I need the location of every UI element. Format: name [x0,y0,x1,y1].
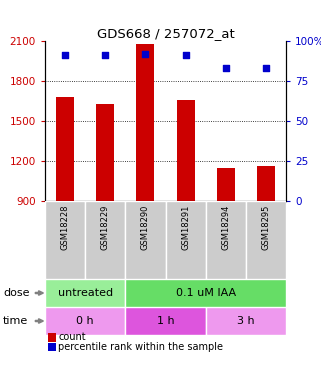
Bar [45,201,85,279]
Bar [136,44,154,201]
Bar [85,201,125,279]
Title: GDS668 / 257072_at: GDS668 / 257072_at [97,27,234,40]
Bar [166,201,206,279]
Text: 0.1 uM IAA: 0.1 uM IAA [176,288,236,298]
Text: 1 h: 1 h [157,316,174,326]
Text: GSM18291: GSM18291 [181,205,190,250]
Point [63,53,68,58]
Bar [125,279,286,307]
Point [183,53,188,58]
Point [263,65,268,71]
Text: GSM18228: GSM18228 [61,205,70,251]
Text: time: time [3,316,29,326]
Text: 3 h: 3 h [237,316,255,326]
Point [143,51,148,57]
Bar [257,166,275,201]
Text: GSM18294: GSM18294 [221,205,230,250]
Bar [177,100,195,201]
Bar [45,307,125,335]
Text: untreated: untreated [57,288,113,298]
Point [103,53,108,58]
Text: percentile rank within the sample: percentile rank within the sample [58,342,223,352]
Bar [125,201,166,279]
Bar [56,97,74,201]
Bar [206,307,286,335]
Text: GSM18295: GSM18295 [261,205,270,250]
Bar [217,168,235,201]
Text: GSM18290: GSM18290 [141,205,150,250]
Text: dose: dose [3,288,30,298]
Bar [246,201,286,279]
Bar [125,307,206,335]
Text: GSM18229: GSM18229 [101,205,110,250]
Text: 0 h: 0 h [76,316,94,326]
Bar [206,201,246,279]
Text: count: count [58,333,86,342]
Bar [96,104,114,201]
Point [223,65,228,71]
Bar [45,279,125,307]
